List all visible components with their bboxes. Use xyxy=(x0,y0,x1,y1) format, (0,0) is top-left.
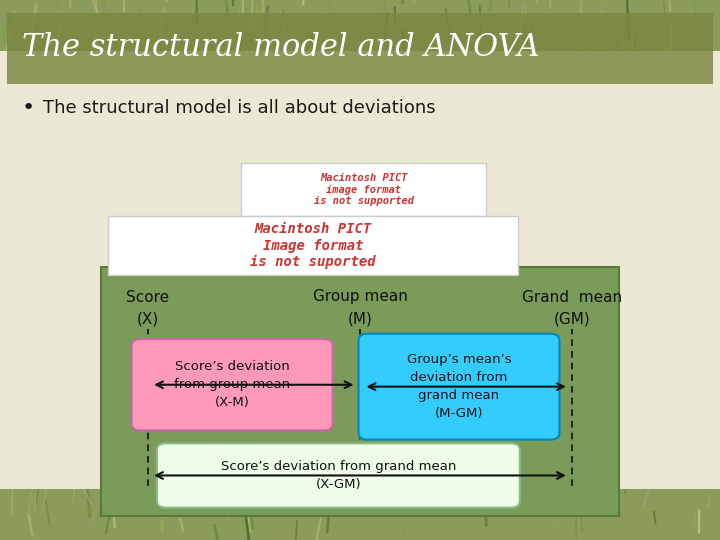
Text: (X): (X) xyxy=(137,311,158,326)
Text: Score’s deviation
from group mean
(X-M): Score’s deviation from group mean (X-M) xyxy=(174,360,290,409)
Text: Macintosh PICT
image format
is not supported: Macintosh PICT image format is not suppo… xyxy=(314,173,413,206)
Bar xyxy=(7,14,713,84)
FancyBboxPatch shape xyxy=(108,216,518,275)
FancyBboxPatch shape xyxy=(157,443,520,508)
Text: The structural model is all about deviations: The structural model is all about deviat… xyxy=(43,99,436,117)
Text: Score’s deviation from grand mean
(X-GM): Score’s deviation from grand mean (X-GM) xyxy=(221,460,456,491)
Text: (M): (M) xyxy=(348,311,372,326)
Text: Group’s mean’s
deviation from
grand mean
(M-GM): Group’s mean’s deviation from grand mean… xyxy=(407,353,511,420)
Text: Group mean: Group mean xyxy=(312,289,408,305)
Text: Grand  mean: Grand mean xyxy=(522,289,623,305)
FancyBboxPatch shape xyxy=(241,163,486,216)
Text: The structural model and ANOVA: The structural model and ANOVA xyxy=(22,32,539,63)
FancyBboxPatch shape xyxy=(359,334,559,440)
Bar xyxy=(0,51,720,489)
FancyBboxPatch shape xyxy=(132,339,333,430)
Text: •: • xyxy=(22,98,35,118)
Bar xyxy=(101,267,619,516)
Text: Score: Score xyxy=(126,289,169,305)
Text: Macintosh PICT
Image format
is not suported: Macintosh PICT Image format is not supor… xyxy=(251,222,376,269)
Text: (GM): (GM) xyxy=(554,311,591,326)
